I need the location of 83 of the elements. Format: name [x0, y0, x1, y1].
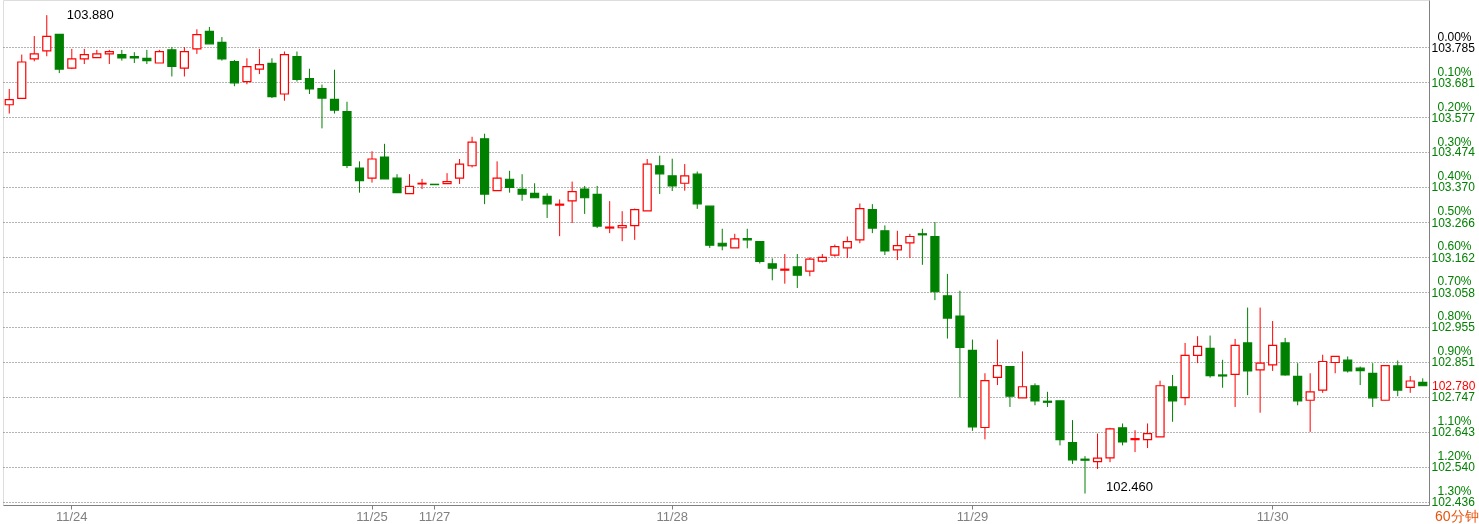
candlestick [892, 230, 902, 261]
candlestick [655, 155, 665, 195]
candlestick [467, 136, 477, 168]
candlestick [805, 256, 815, 277]
candlestick [992, 339, 1003, 386]
candlestick [1255, 307, 1265, 414]
x-tick-label: 11/25 [356, 508, 388, 524]
candlestick [667, 158, 677, 192]
candlestick [755, 240, 765, 264]
candlestick [1142, 422, 1153, 449]
candlestick [217, 36, 227, 62]
candlestick [567, 181, 577, 224]
candlestick [680, 163, 690, 192]
candlestick [304, 68, 315, 95]
candlestick [780, 253, 790, 285]
candlestick [842, 236, 852, 259]
candlestick [555, 198, 565, 237]
y-tick-label: 103.474 [1431, 145, 1476, 160]
text: 102.780 [1432, 378, 1476, 393]
candlestick [1080, 455, 1090, 495]
candlestick [1305, 372, 1315, 433]
candlestick [880, 224, 890, 256]
y-tick-label: 102.747 [1431, 390, 1476, 405]
candlestick [192, 28, 202, 55]
candlestick [542, 192, 552, 219]
candlestick [242, 57, 252, 85]
candlestick [392, 173, 402, 194]
candlestick [1130, 429, 1140, 453]
annotation: 102.460 [1106, 478, 1154, 494]
candlestick [1117, 422, 1128, 446]
candlestick [454, 158, 465, 185]
candlestick [417, 178, 427, 190]
candlestick [517, 173, 527, 202]
candlestick [404, 173, 415, 195]
y-tick-label: 102.540 [1431, 460, 1476, 475]
x-tick-label: 11/29 [956, 508, 989, 524]
x-tick-label: 11/27 [418, 508, 451, 524]
y-tick-label: 103.370 [1431, 180, 1476, 195]
candlestick [1167, 374, 1178, 423]
candlestick [1268, 320, 1278, 372]
x-tick-label: 11/28 [656, 508, 689, 524]
candlestick [29, 35, 39, 62]
candlestick [867, 203, 877, 234]
candlestick [630, 208, 640, 241]
y-tick-label: 102.643 [1431, 425, 1476, 440]
candlestick [1030, 382, 1040, 406]
candlestick [367, 150, 377, 184]
x-tick-label: 11/24 [56, 508, 88, 524]
candlestick [905, 233, 915, 259]
candlestick [254, 48, 265, 75]
candlestick [617, 210, 627, 242]
candlestick [742, 228, 752, 249]
y-tick-label: 102.436 [1431, 495, 1476, 510]
candlestick [317, 84, 327, 129]
candlestick [767, 257, 777, 281]
candlestick [942, 273, 953, 340]
candlestick [167, 46, 177, 77]
candlestick [492, 160, 502, 192]
candlestick [442, 172, 452, 185]
candlestick [1067, 419, 1078, 465]
candlestick [179, 46, 189, 77]
candlestick [142, 49, 152, 65]
candlestick [42, 14, 52, 57]
candlestick [329, 69, 340, 115]
candlestick [505, 170, 515, 194]
annotation: 103.880 [66, 7, 114, 23]
candlestick [1192, 335, 1203, 364]
candlestick [605, 200, 615, 234]
candlestick [1017, 350, 1028, 399]
candlestick [580, 185, 590, 215]
x-tick-label: 11/30 [1256, 508, 1289, 524]
candlestick [4, 88, 14, 115]
candlestick [379, 143, 390, 180]
y-tick-label: 102.955 [1431, 320, 1476, 335]
candlestick [792, 253, 802, 289]
candlestick [354, 160, 365, 194]
candlestick [292, 51, 302, 83]
candlestick [1218, 359, 1228, 389]
candlestick [717, 228, 727, 251]
y-tick-label: 102.851 [1431, 355, 1476, 370]
candlestick [917, 228, 927, 266]
text: 60分钟 [1435, 508, 1479, 524]
candlestick [229, 59, 240, 87]
